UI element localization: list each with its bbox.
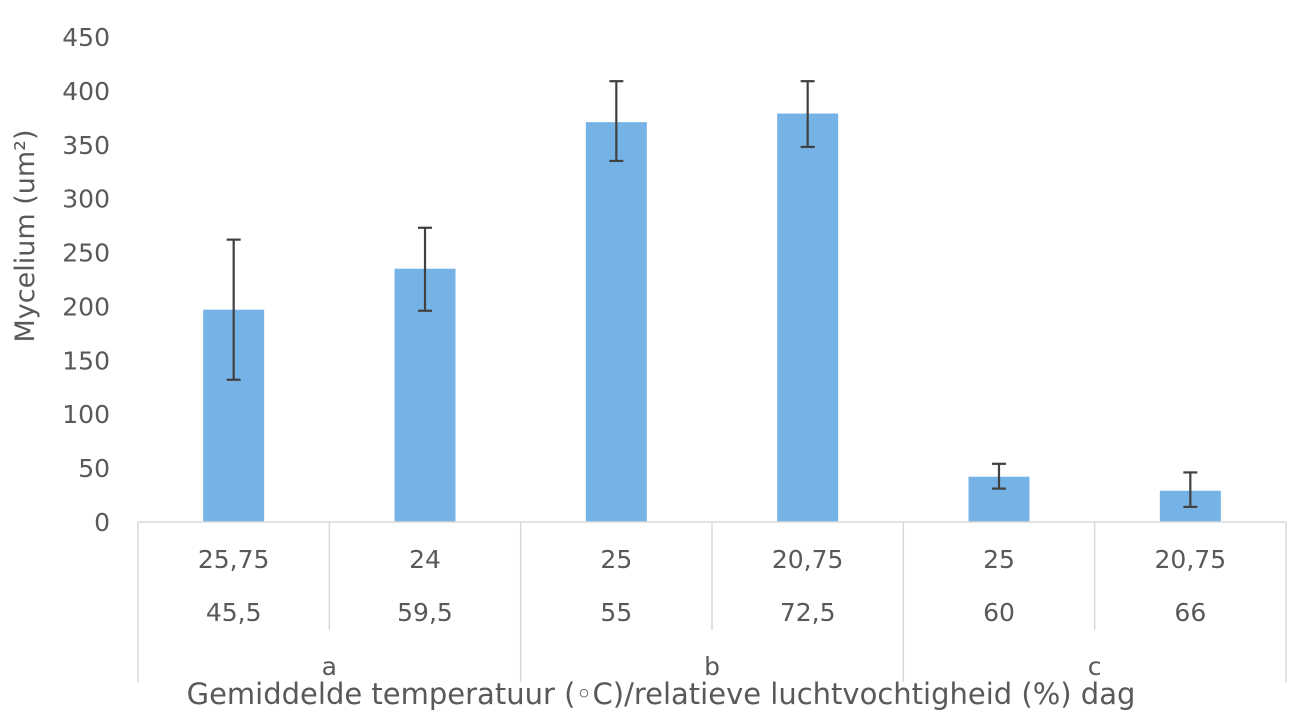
error-bar xyxy=(800,80,815,149)
bar xyxy=(585,122,647,523)
error-bar xyxy=(418,226,432,312)
x-tick-label-humidity: 66 xyxy=(1174,598,1206,627)
x-group-label: c xyxy=(1088,652,1102,681)
x-tick-label-humidity: 60 xyxy=(983,598,1015,627)
x-tick-label-humidity: 55 xyxy=(600,598,632,627)
x-tick-label-temperature: 25 xyxy=(983,545,1015,574)
y-tick-label: 100 xyxy=(62,400,110,429)
error-bar xyxy=(609,80,624,163)
x-tick-label-humidity: 72,5 xyxy=(780,598,836,627)
x-axis-title: Gemiddelde temperatuur (◦C)/relatieve lu… xyxy=(187,677,1136,711)
y-tick-label: 200 xyxy=(62,292,110,321)
x-tick-label-temperature: 24 xyxy=(409,545,441,574)
y-axis-ticks: 0 50 100 150 200 250 300 350 400 450 xyxy=(62,23,110,537)
y-axis-title: Mycelium (um²) xyxy=(10,129,41,342)
x-group-label: a xyxy=(322,652,337,681)
error-bar xyxy=(1183,471,1198,509)
x-tick-label-humidity: 59,5 xyxy=(397,598,453,627)
y-tick-label: 400 xyxy=(62,77,110,106)
y-tick-label: 450 xyxy=(62,23,110,52)
x-tick-label-temperature: 20,75 xyxy=(772,545,844,574)
y-tick-label: 0 xyxy=(94,508,110,537)
y-tick-label: 300 xyxy=(62,185,110,214)
bars xyxy=(203,113,1221,523)
bar xyxy=(777,113,839,523)
error-bar xyxy=(226,238,241,381)
x-tick-label-temperature: 20,75 xyxy=(1155,545,1227,574)
y-tick-label: 350 xyxy=(62,131,110,160)
error-bar xyxy=(992,462,1006,490)
y-tick-label: 50 xyxy=(78,454,110,483)
y-tick-label: 150 xyxy=(62,346,110,375)
x-axis: 25,75 45,5 24 59,5 25 55 20,75 72,5 25 60 20,75 66 a… xyxy=(137,521,1287,682)
x-group-label: b xyxy=(704,652,720,681)
x-tick-label-humidity: 45,5 xyxy=(206,598,262,627)
x-tick-label-temperature: 25,75 xyxy=(198,545,270,574)
y-tick-label: 250 xyxy=(62,239,110,268)
error-bars xyxy=(226,80,1198,509)
x-tick-label-temperature: 25 xyxy=(600,545,632,574)
